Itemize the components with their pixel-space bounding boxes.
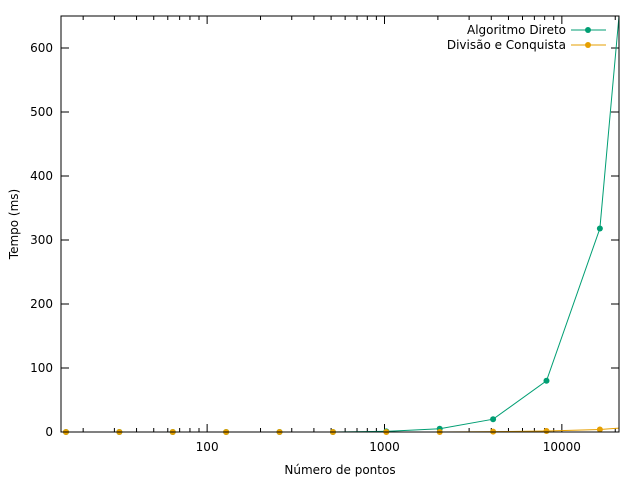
- data-point: [543, 428, 550, 435]
- series-layer: [62, 15, 620, 435]
- y-tick-label: 400: [30, 169, 53, 183]
- data-point: [596, 225, 603, 232]
- legend-marker: [585, 27, 591, 33]
- plot-frame: [60, 15, 620, 433]
- legend-label: Algoritmo Direto: [467, 23, 566, 37]
- y-tick-label: 600: [30, 41, 53, 55]
- y-tick-label: 0: [45, 425, 53, 439]
- series-line-0: [65, 15, 620, 433]
- data-point: [490, 416, 497, 423]
- y-tick-label: 200: [30, 297, 53, 311]
- legend-label: Divisão e Conquista: [447, 38, 566, 52]
- y-tick-label: 300: [30, 233, 53, 247]
- legend-entry-algoritmo-direto: Algoritmo Direto: [467, 23, 606, 37]
- y-axis-label: Tempo (ms): [7, 189, 21, 260]
- data-point: [543, 377, 550, 384]
- legend: Algoritmo Direto Divisão e Conquista: [447, 23, 606, 52]
- x-tick-label: 10000: [543, 440, 581, 454]
- legend-marker: [585, 42, 591, 48]
- y-tick-label: 500: [30, 105, 53, 119]
- data-point: [596, 426, 603, 433]
- legend-entry-divisao-e-conquista: Divisão e Conquista: [447, 38, 606, 52]
- y-tick-label: 100: [30, 361, 53, 375]
- x-axis-label: Número de pontos: [284, 463, 395, 477]
- x-tick-label: 1000: [369, 440, 400, 454]
- x-tick-label: 100: [196, 440, 219, 454]
- ticks-layer: 0 100 200 300 400 500 600 100 1000 10000: [30, 16, 619, 454]
